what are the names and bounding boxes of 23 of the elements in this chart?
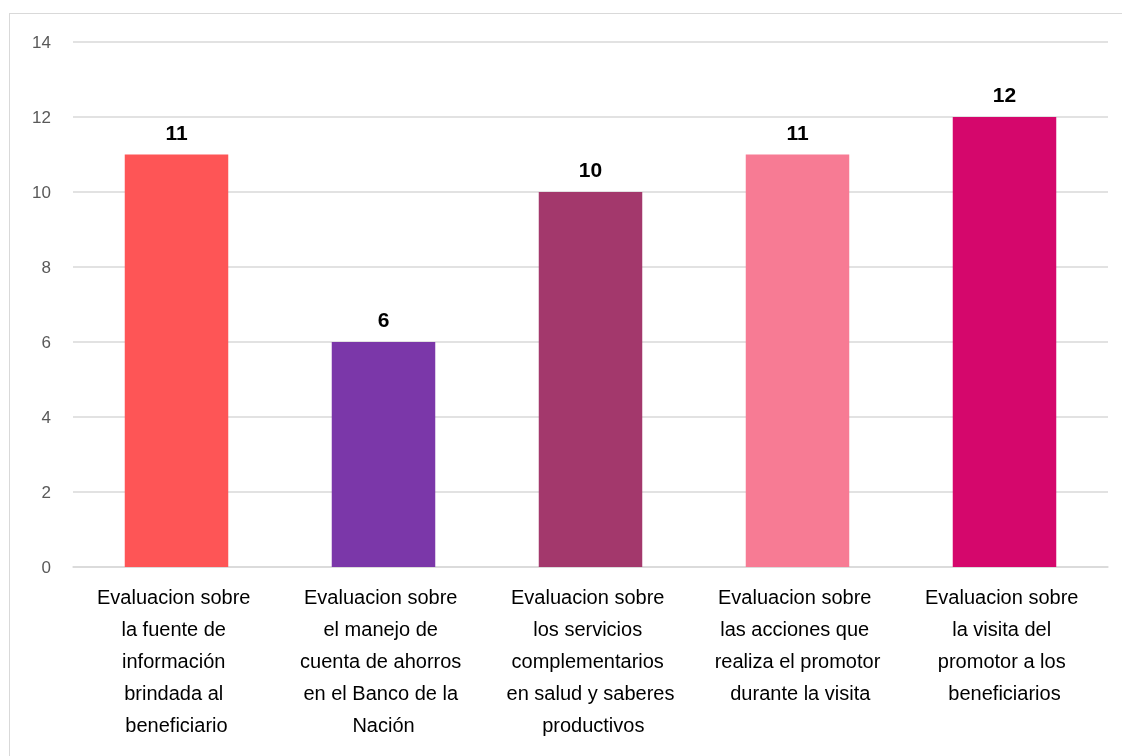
data-label: 11 [165,120,188,144]
data-label: 10 [578,158,603,181]
x-tick-label: Evaluacion sobre la fuente de información brindada al beneficiario [97,586,256,736]
y-tick-label: 10 [32,182,51,202]
bar [331,342,436,567]
data-label: 12 [992,83,1017,106]
y-tick-label: 14 [32,32,51,52]
x-tick-label: Evaluacion sobre el manejo de cuenta de ahorros en el Banco de la Nación [300,586,467,736]
y-tick-label: 6 [41,332,51,352]
y-tick-label: 4 [41,407,51,427]
y-tick-label: 8 [41,257,51,277]
x-tick-label: Evaluacion sobre la visita del promotor a los beneficiarios [925,586,1084,704]
bar [952,117,1057,567]
data-label: 11 [786,120,809,144]
y-tick-label: 0 [41,557,51,577]
data-label: 6 [377,308,390,331]
y-tick-label: 12 [32,107,51,127]
x-tick-label: Evaluacion sobre los servicios complementarios en salud y saberes productivos [506,586,675,736]
y-tick-label: 2 [41,482,51,502]
bar [538,192,643,567]
bar [124,154,229,567]
bar [745,154,850,567]
x-tick-label: Evaluacion sobre las acciones que realiza el promotor durante la visita [714,586,881,704]
